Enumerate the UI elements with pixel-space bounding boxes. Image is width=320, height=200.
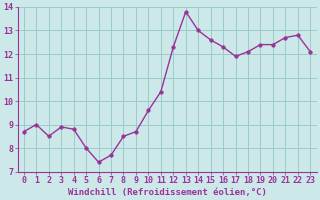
X-axis label: Windchill (Refroidissement éolien,°C): Windchill (Refroidissement éolien,°C) bbox=[68, 188, 267, 197]
